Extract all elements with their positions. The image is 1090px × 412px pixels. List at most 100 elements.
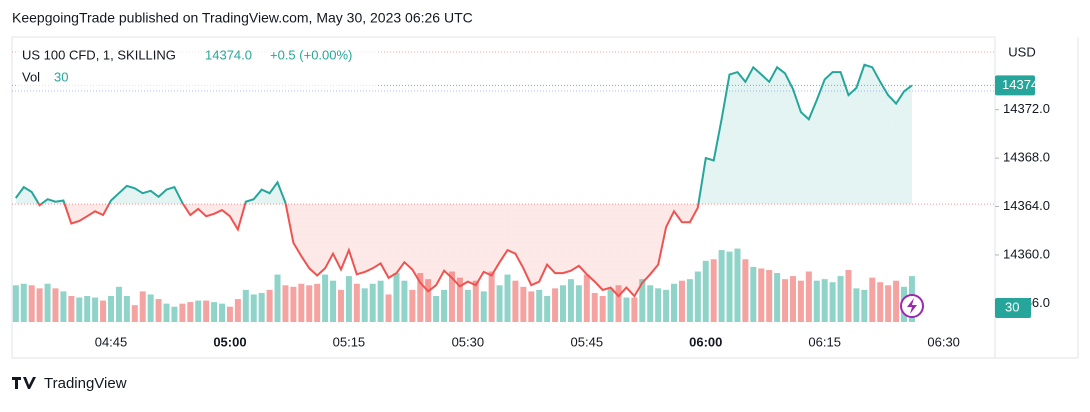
volume-bar	[552, 288, 559, 322]
volume-bar	[750, 266, 757, 322]
volume-bar	[536, 289, 543, 322]
volume-bar	[258, 292, 265, 322]
volume-bar	[710, 259, 717, 322]
volume-bar	[84, 295, 91, 322]
volume-bar	[337, 289, 344, 322]
volume-bar	[623, 297, 630, 322]
legend: US 100 CFD, 1, SKILLING 14374.0 +0.5 (+0…	[18, 44, 378, 88]
volume-bar	[575, 285, 582, 322]
lightning[interactable]	[900, 294, 924, 318]
volume-bar	[805, 271, 812, 322]
volume-bar	[179, 303, 186, 322]
volume-bar	[560, 285, 567, 322]
volume-bar	[472, 280, 479, 322]
volume-bar	[345, 276, 352, 322]
volume-bar	[837, 276, 844, 322]
logo-mark	[12, 377, 36, 389]
volume-bar	[266, 289, 273, 322]
volume-bar	[663, 289, 670, 322]
volume-bar	[813, 280, 820, 322]
volume-bar	[702, 260, 709, 322]
lightning-icon	[907, 298, 917, 314]
footer: TradingView	[44, 375, 127, 392]
volume-bar	[893, 280, 900, 322]
legend-change: +0.5 (+0.00%)	[270, 47, 352, 62]
volume-bar	[298, 283, 305, 322]
plot	[12, 63, 995, 322]
area	[15, 64, 912, 297]
x-tick-label: 06:15	[808, 334, 841, 349]
volume-bar	[433, 295, 440, 322]
volume-bar	[409, 289, 416, 322]
legend-price: 14374.0	[205, 47, 252, 62]
volume-bar	[131, 305, 138, 322]
volume-bar	[678, 280, 685, 322]
x-tick-label: 05:15	[333, 334, 366, 349]
volume-bar	[44, 283, 51, 322]
volume-bar	[195, 300, 202, 322]
volume-bar	[393, 273, 400, 322]
volume-bar	[425, 279, 432, 322]
volume-bar	[528, 291, 535, 322]
volume-bar	[330, 280, 337, 322]
volume-bar	[448, 271, 455, 322]
volume-bar	[68, 295, 75, 322]
volume-bar	[369, 283, 376, 322]
x-tick-label: 06:30	[927, 334, 960, 349]
x-tick-label: 05:30	[452, 334, 485, 349]
volume-bar	[520, 286, 527, 322]
volume-bar	[274, 274, 281, 322]
volume-bar	[607, 288, 614, 322]
volume-bar	[115, 286, 122, 322]
volume-bar	[282, 285, 289, 322]
volume-bar	[885, 285, 892, 322]
volume-bar	[377, 280, 384, 322]
volume-bar	[203, 300, 210, 322]
x-tick-label: 06:00	[689, 334, 722, 349]
volume-bar	[226, 306, 233, 322]
volume-bar	[250, 294, 257, 322]
y-tick-label: 14372.0	[1003, 101, 1050, 116]
x-tick-label: 04:45	[95, 334, 128, 349]
volume-bar	[100, 300, 107, 322]
volume-bar	[766, 269, 773, 322]
volume-bar	[671, 283, 678, 322]
volume-bar	[821, 279, 828, 322]
volume-tag-label: 30	[1005, 299, 1019, 314]
y-tick-label: 14368.0	[1003, 150, 1050, 165]
volume-bar	[686, 279, 693, 322]
volume-bar	[774, 273, 781, 322]
volume-bar	[496, 285, 503, 322]
volume-bar	[639, 279, 646, 322]
volume-bar	[12, 285, 19, 322]
volume-bar	[742, 259, 749, 322]
volume-bar	[567, 279, 574, 322]
volume-bar	[20, 283, 27, 322]
x-tick-label: 05:45	[571, 334, 604, 349]
volume-bar	[615, 285, 622, 322]
volume-bar	[36, 288, 43, 322]
header: KeepgoingTrade published on TradingView.…	[12, 10, 473, 26]
volume-bar	[758, 268, 765, 322]
volume-bar	[417, 273, 424, 322]
volume-bar	[464, 289, 471, 322]
volume-bar	[877, 282, 884, 322]
volume-bar	[211, 302, 218, 322]
volume-bar	[797, 280, 804, 322]
volume-bar	[108, 295, 114, 322]
volume-bar	[504, 274, 511, 322]
volume-bar	[322, 274, 329, 322]
volume-bar	[718, 250, 725, 322]
logo: TradingView	[12, 375, 127, 392]
volume-bar	[599, 295, 606, 322]
volume-bar	[544, 295, 551, 322]
volume-bar	[385, 294, 392, 322]
volume-bar	[163, 303, 170, 322]
volume-bar	[441, 289, 448, 322]
y-tick-label: 14360.0	[1003, 246, 1050, 261]
volume-bar	[314, 283, 321, 322]
volume-bar	[171, 306, 178, 322]
volume-bar	[734, 248, 741, 322]
volume-bar	[869, 277, 876, 322]
volume-bar	[306, 285, 313, 322]
